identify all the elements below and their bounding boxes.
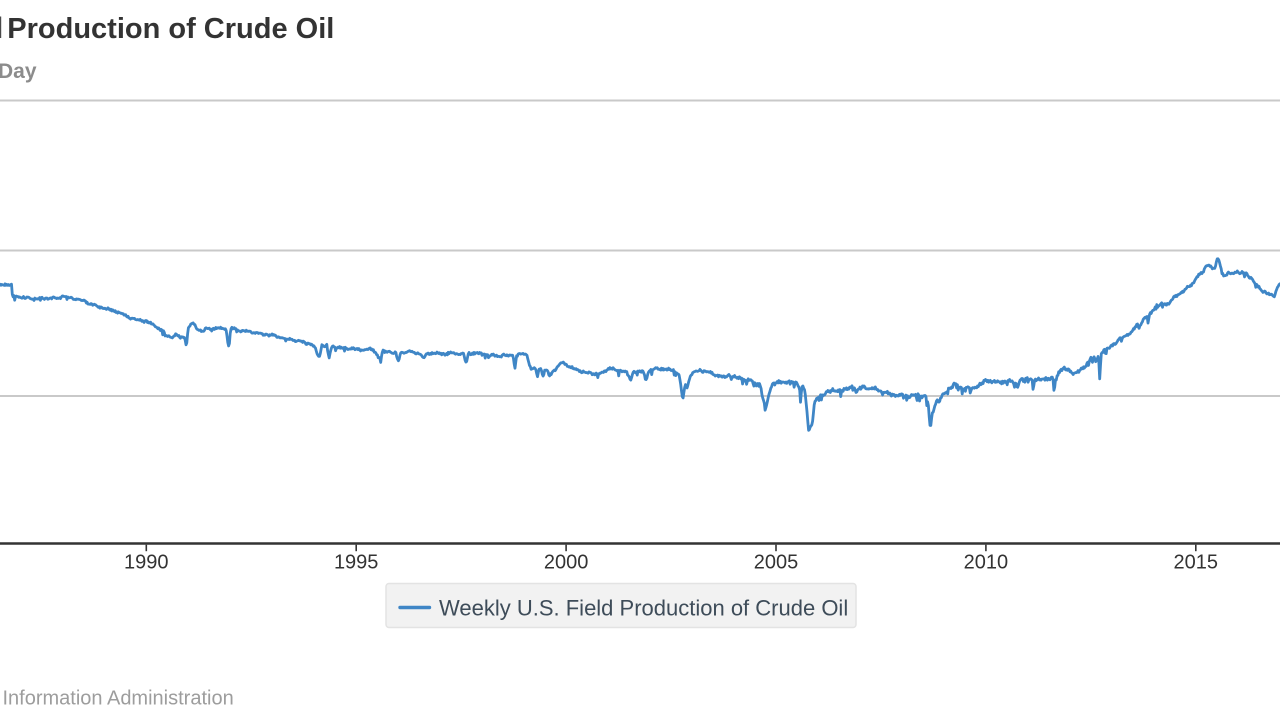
svg-text:Weekly U.S. Field Production o: Weekly U.S. Field Production of Crude Oi… — [0, 13, 334, 45]
svg-text:2015: 2015 — [1174, 552, 1219, 574]
svg-text:Thousand Barrels per Day: Thousand Barrels per Day — [0, 60, 37, 83]
svg-text:2010: 2010 — [964, 552, 1009, 574]
svg-text:2000: 2000 — [544, 552, 589, 574]
svg-text:Weekly U.S. Field Production o: Weekly U.S. Field Production of Crude Oi… — [439, 595, 848, 620]
svg-text:Source: U.S. Energy Informatio: Source: U.S. Energy Information Administ… — [0, 688, 234, 710]
svg-text:2005: 2005 — [754, 552, 799, 574]
svg-text:1990: 1990 — [124, 552, 169, 574]
svg-text:1995: 1995 — [334, 552, 379, 574]
